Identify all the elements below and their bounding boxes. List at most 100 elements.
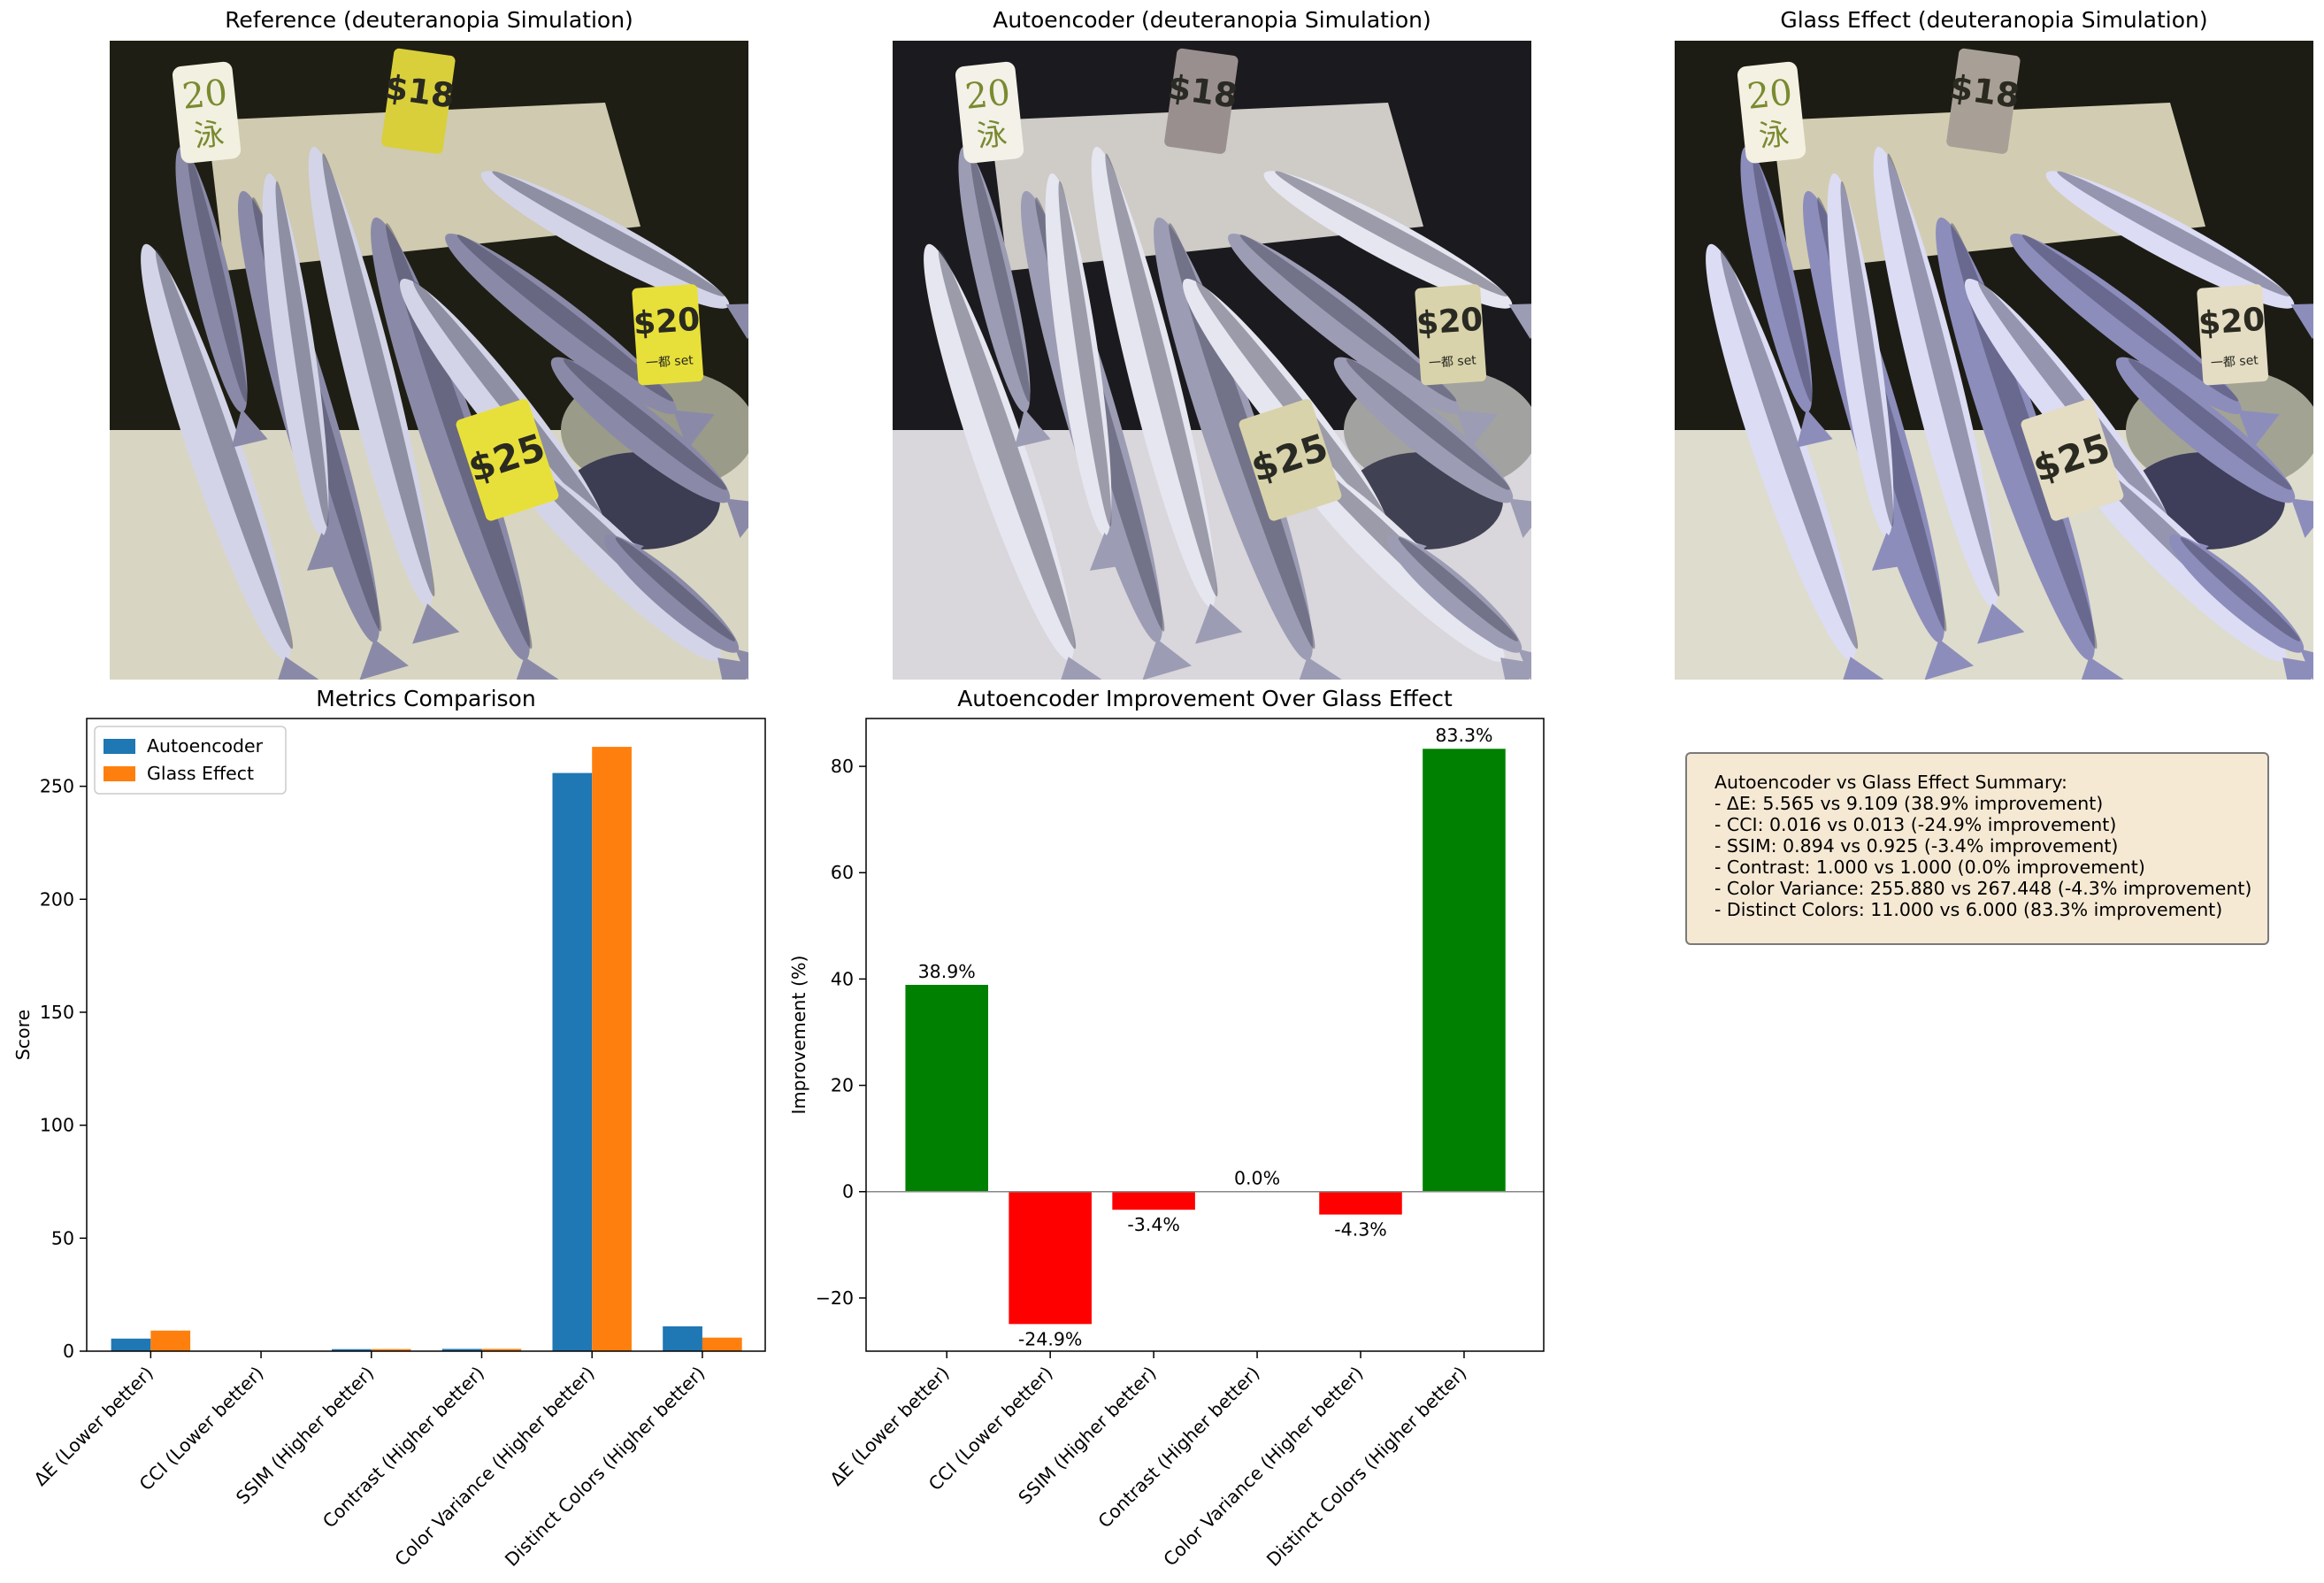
price-tag-1: 20泳 (172, 61, 242, 164)
fish-shape (1740, 146, 1833, 448)
price-tag-1: 20泳 (955, 61, 1024, 164)
svg-text:$20: $20 (1415, 302, 1484, 342)
bar-autoencoder (663, 1326, 702, 1351)
improvement-data-label: -3.4% (1127, 1214, 1179, 1235)
bar-glass-effect (702, 1337, 742, 1351)
svg-text:一都 set: 一都 set (2210, 353, 2259, 371)
metrics-y-tick-label: 50 (51, 1227, 74, 1249)
summary-line-color-variance: - Color Variance: 255.880 vs 267.448 (-4… (1714, 878, 2252, 899)
metrics-x-tick-label: Distinct Colors (Higher better) (501, 1363, 709, 1571)
svg-text:$20: $20 (2197, 302, 2266, 342)
improvement-y-tick-label: 80 (831, 756, 854, 777)
fish-shape (1045, 173, 1130, 571)
improvement-y-tick-label: 40 (831, 968, 854, 989)
fish-shape (1333, 357, 1531, 539)
panel-title-reference: Reference (deuteranopia Simulation) (225, 7, 633, 33)
price-tag-4: $25 (2021, 398, 2124, 521)
svg-text:一都 set: 一都 set (645, 353, 694, 371)
summary-line-cci: - CCI: 0.016 vs 0.013 (-24.9% improvemen… (1714, 814, 2117, 835)
price-tag-2: $18 (1946, 48, 2022, 154)
improvement-y-tick-label: 60 (831, 862, 854, 883)
fish-shape (262, 173, 347, 571)
svg-text:$20: $20 (633, 302, 702, 342)
fish-shape (308, 146, 460, 644)
metrics-y-tick-label: 250 (40, 776, 74, 797)
improvement-data-label: 83.3% (1435, 725, 1492, 746)
legend-swatch-autoencoder (104, 739, 135, 754)
bar-glass-effect (481, 1349, 522, 1351)
legend-label-glass-effect: Glass Effect (147, 763, 254, 784)
price-tag-1: 20泳 (1737, 61, 1806, 164)
fish-shape (141, 243, 323, 680)
bar-autoencoder (111, 1338, 151, 1351)
bar-autoencoder (441, 1349, 482, 1351)
legend-swatch-glass-effect (104, 766, 135, 781)
summary-box (1685, 752, 2269, 945)
fish-shape (1228, 234, 1498, 450)
metrics-axes-frame (86, 718, 766, 1352)
improvement-y-tick-label: −20 (816, 1287, 854, 1309)
fish-shape (1873, 146, 2025, 644)
svg-text:20: 20 (180, 73, 229, 118)
metrics-y-axis-label: Score (12, 1010, 34, 1060)
price-tag-4: $25 (1239, 398, 1342, 521)
fish-shape (2115, 357, 2313, 539)
fish-shape (2010, 234, 2280, 450)
improvement-data-label: -24.9% (1018, 1328, 1083, 1349)
price-tag-3: $20 一都 set (1415, 284, 1487, 386)
bar-glass-effect (150, 1330, 191, 1351)
summary-line-contrast: - Contrast: 1.000 vs 1.000 (0.0% improve… (1714, 857, 2145, 878)
photo-illustration: 20泳 $18 $20 一都 set $25 (893, 41, 1531, 680)
bar-autoencoder (552, 772, 593, 1351)
improvement-bar (1112, 1191, 1195, 1210)
summary-heading: Autoencoder vs Glass Effect Summary: (1714, 772, 2067, 793)
bar-autoencoder (332, 1349, 372, 1351)
metrics-y-tick-label: 150 (40, 1002, 74, 1023)
fish-shape (958, 146, 1051, 448)
price-tag-2: $18 (381, 48, 457, 154)
fish-shape (1386, 534, 1531, 680)
metrics-x-tick-label: ΔE (Lower better) (30, 1363, 157, 1490)
improvement-data-label: -4.3% (1334, 1219, 1386, 1241)
metrics-y-tick-label: 100 (40, 1115, 74, 1136)
panel-title-autoencoder: Autoencoder (deuteranopia Simulation) (993, 7, 1431, 33)
price-tag-3: $20 一都 set (2197, 284, 2269, 386)
fish-shape (1827, 173, 1912, 571)
svg-text:$18: $18 (382, 67, 457, 116)
photo-reference: 20 泳 $18 $20 一都 set $25 (110, 41, 748, 680)
improvement-data-label: 38.9% (918, 961, 976, 982)
fish-shape (1263, 171, 1531, 340)
svg-text:一都 set: 一都 set (1428, 353, 1476, 371)
improvement-x-tick-label: Distinct Colors (Higher better) (1262, 1363, 1470, 1571)
improvement-bar (1009, 1191, 1092, 1325)
svg-text:泳: 泳 (975, 116, 1009, 154)
improvement-y-tick-label: 20 (831, 1075, 854, 1096)
summary-line-delta-e: - ΔE: 5.565 vs 9.109 (38.9% improvement) (1714, 793, 2104, 814)
improvement-x-tick-label: Color Variance (Higher better) (1159, 1363, 1367, 1571)
svg-text:20: 20 (1745, 73, 1794, 118)
metrics-y-tick-label: 200 (40, 888, 74, 910)
improvement-bar (905, 985, 988, 1192)
photo-glass: 20 泳 $18 $20 一都 set $25 (1675, 41, 2313, 680)
fish-shape (2168, 534, 2313, 680)
improvement-y-tick-label: 0 (842, 1181, 854, 1203)
improvement-bar (1423, 749, 1506, 1192)
improvement-bar (1319, 1191, 1402, 1215)
bar-glass-effect (592, 747, 632, 1351)
svg-text:$18: $18 (1165, 67, 1240, 116)
photo-illustration: 20泳 $18 $20 一都 set $25 (1675, 41, 2313, 680)
fish-shape (603, 534, 748, 680)
fish-shape (175, 146, 268, 448)
photo-illustration: 20泳 $18 $20 一都 set $25 (110, 41, 748, 680)
summary-line-ssim: - SSIM: 0.894 vs 0.925 (-3.4% improvemen… (1714, 835, 2119, 857)
metrics-x-tick-label: CCI (Lower better) (135, 1363, 268, 1495)
fish-shape (445, 234, 715, 450)
metrics-y-tick-label: 0 (63, 1341, 74, 1362)
svg-text:泳: 泳 (192, 116, 226, 154)
price-tag-4: $25 (456, 398, 559, 521)
metrics-legend: Autoencoder Glass Effect (94, 726, 287, 795)
fish-shape (924, 243, 1106, 680)
improvement-y-axis-label: Improvement (%) (788, 956, 809, 1115)
svg-text:$18: $18 (1947, 67, 2022, 116)
